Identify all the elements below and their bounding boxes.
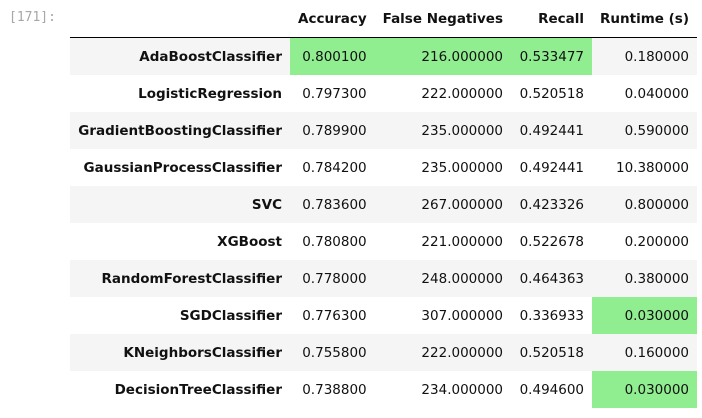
cell-accuracy: 0.778000	[302, 270, 367, 287]
table-row: LogisticRegression 0.797300 222.000000 0.52…	[70, 75, 698, 112]
table-body: AdaBoostClassifier 0.800100 216.000000 0.53…	[70, 37, 698, 408]
row-label: GaussianProcessClassifier	[83, 159, 282, 176]
cell-recall: 0.423326	[519, 196, 585, 213]
cell-false-negatives: 235.000000	[421, 122, 504, 139]
table-row: RandomForestClassifier 0.778000 248.000000…	[70, 260, 698, 297]
cell-false-negatives: 248.000000	[421, 270, 504, 287]
results-dataframe: Accuracy False Negatives Recall Runtime …	[70, 0, 698, 408]
table-row: DecisionTreeClassifier 0.738800 234.000000…	[70, 371, 698, 408]
cell-false-negatives: 267.000000	[421, 196, 504, 213]
table-row: AdaBoostClassifier 0.800100 216.000000 0.53…	[70, 37, 698, 75]
row-label: RandomForestClassifier	[101, 270, 282, 287]
cell-false-negatives: 234.000000	[421, 381, 504, 398]
cell-runtime: 10.380000	[616, 159, 690, 176]
table-row: KNeighborsClassifier 0.755800 222.000000 0.…	[70, 334, 698, 371]
cell-runtime: 0.030000	[592, 371, 698, 408]
row-label: XGBoost	[217, 233, 282, 250]
cell-runtime: 0.800000	[624, 196, 690, 213]
cell-false-negatives: 235.000000	[421, 159, 504, 176]
cell-accuracy: 0.738800	[302, 381, 367, 398]
row-label: SGDClassifier	[179, 307, 282, 324]
cell-runtime: 0.590000	[624, 122, 690, 139]
row-label: SVC	[251, 196, 282, 213]
row-label: GradientBoostingClassifier	[78, 122, 282, 139]
row-label: AdaBoostClassifier	[139, 48, 282, 65]
index-header	[70, 0, 290, 38]
row-label: KNeighborsClassifier	[123, 344, 282, 361]
cell-accuracy: 0.797300	[302, 85, 367, 102]
column-header-recall: Recall	[511, 0, 593, 38]
table-row: GradientBoostingClassifier 0.789900 235.00…	[70, 112, 698, 149]
cell-recall: 0.494600	[519, 381, 585, 398]
column-header-runtime: Runtime (s)	[592, 0, 698, 38]
cell-accuracy: 0.784200	[302, 159, 367, 176]
cell-runtime: 0.380000	[624, 270, 690, 287]
table-row: SVC 0.783600 267.000000 0.423326 0.800000	[70, 186, 698, 223]
cell-recall: 0.520518	[519, 344, 585, 361]
cell-accuracy: 0.783600	[302, 196, 367, 213]
header-row: Accuracy False Negatives Recall Runtime …	[70, 0, 698, 38]
cell-false-negatives: 222.000000	[421, 85, 504, 102]
column-header-false-negatives: False Negatives	[374, 0, 512, 38]
cell-recall: 0.336933	[519, 307, 585, 324]
cell-recall: 0.520518	[519, 85, 585, 102]
cell-false-negatives: 222.000000	[421, 344, 504, 361]
cell-false-negatives: 307.000000	[421, 307, 504, 324]
cell-runtime: 0.180000	[624, 48, 690, 65]
column-header-accuracy: Accuracy	[290, 0, 375, 38]
table-row: GaussianProcessClassifier 0.784200 235.000…	[70, 149, 698, 186]
cell-false-negatives: 221.000000	[421, 233, 504, 250]
cell-accuracy: 0.776300	[302, 307, 367, 324]
cell-accuracy: 0.780800	[302, 233, 367, 250]
row-label: DecisionTreeClassifier	[114, 381, 282, 398]
cell-recall: 0.533477	[511, 37, 593, 75]
cell-recall: 0.492441	[519, 159, 585, 176]
cell-runtime: 0.030000	[592, 297, 698, 334]
cell-accuracy: 0.789900	[302, 122, 367, 139]
cell-accuracy: 0.755800	[302, 344, 367, 361]
cell-runtime: 0.160000	[624, 344, 690, 361]
cell-runtime: 0.200000	[624, 233, 690, 250]
table-row: XGBoost 0.780800 221.000000 0.522678 0.20000…	[70, 223, 698, 260]
cell-recall: 0.522678	[519, 233, 585, 250]
cell-accuracy: 0.800100	[290, 37, 375, 75]
cell-prompt: [171]:	[9, 10, 56, 25]
cell-false-negatives: 216.000000	[374, 37, 512, 75]
cell-recall: 0.492441	[519, 122, 585, 139]
cell-runtime: 0.040000	[624, 85, 690, 102]
row-label: LogisticRegression	[138, 85, 282, 102]
table-row: SGDClassifier 0.776300 307.000000 0.336933 0…	[70, 297, 698, 334]
cell-recall: 0.464363	[519, 270, 585, 287]
